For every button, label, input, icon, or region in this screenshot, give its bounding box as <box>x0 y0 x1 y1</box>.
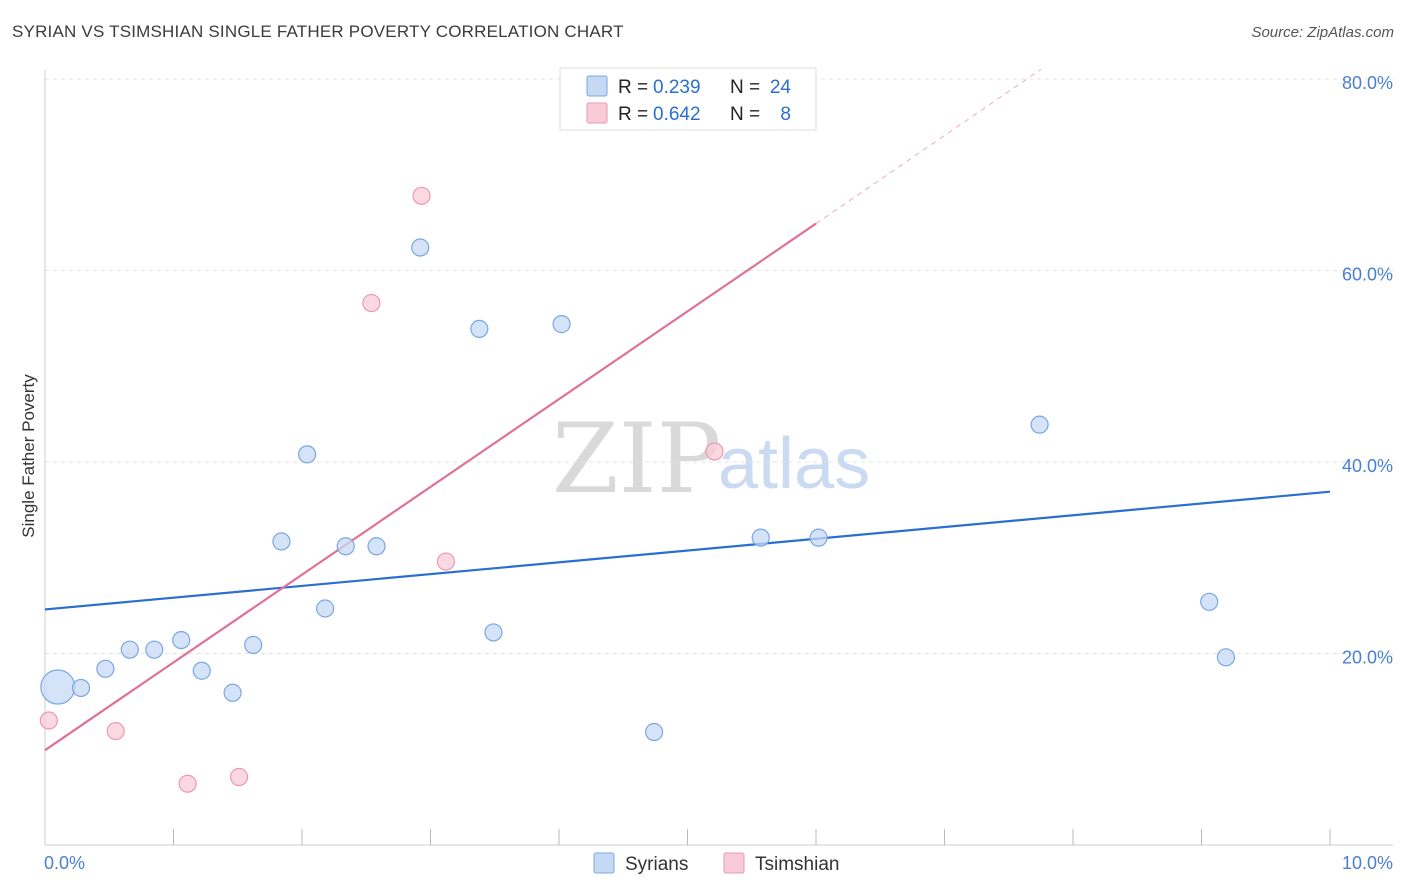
tsimshian-r-label: R = <box>618 104 648 125</box>
syrians-point-1 <box>71 678 91 698</box>
tsimshian-point-0 <box>39 711 58 730</box>
tsimshian-series-swatch <box>723 852 745 874</box>
syrians-point-4 <box>145 640 164 659</box>
syrians-r-label: R = <box>618 77 648 98</box>
syrians-point-18 <box>644 722 664 742</box>
syrians-r-value: 0.239 <box>653 77 701 98</box>
syrians-point-21 <box>1030 415 1049 434</box>
syrians-point-20 <box>809 528 828 547</box>
syrians-point-5 <box>172 630 191 650</box>
syrians-point-6 <box>192 661 211 680</box>
syrians-point-13 <box>367 537 386 556</box>
data-points <box>39 186 1236 793</box>
tsimshian-point-5 <box>412 186 431 205</box>
tsimshian-trend-extension <box>815 69 1042 224</box>
y-axis-title: Single Father Poverty <box>19 374 38 538</box>
syrians-point-9 <box>272 532 291 551</box>
syrians-point-0 <box>40 669 76 705</box>
syrians-point-2 <box>96 659 115 678</box>
syrians-point-19 <box>751 528 770 547</box>
y-tick-label-20: 20.0% <box>1342 648 1393 668</box>
syrians-n-label: N = <box>730 77 760 98</box>
tsimshian-point-1 <box>106 721 125 741</box>
syrians-point-3 <box>120 640 139 659</box>
tsimshian-point-7 <box>705 442 724 461</box>
chart-title: SYRIAN VS TSIMSHIAN SINGLE FATHER POVERT… <box>12 22 624 41</box>
syrians-point-17 <box>552 315 571 334</box>
syrians-trend-line <box>44 490 1331 611</box>
watermark-atlas: atlas <box>718 424 870 504</box>
syrians-point-12 <box>336 537 355 556</box>
series-legend: Syrians Tsimshian <box>593 852 839 875</box>
tsimshian-legend-swatch <box>586 102 608 124</box>
y-tick-label-40: 40.0% <box>1342 456 1393 476</box>
syrians-point-15 <box>470 319 489 339</box>
x-tick-label-min: 0.0% <box>44 853 85 873</box>
syrians-point-10 <box>298 445 317 464</box>
syrians-point-22 <box>1200 592 1219 611</box>
tsimshian-series-label: Tsimshian <box>755 854 839 875</box>
grid-layer <box>45 78 1393 654</box>
x-tick-marks <box>173 829 1331 845</box>
y-tick-labels: 20.0% 40.0% 60.0% 80.0% <box>1342 73 1393 668</box>
syrians-point-7 <box>223 683 242 702</box>
syrians-series-swatch <box>593 852 615 874</box>
tsimshian-point-2 <box>178 774 197 793</box>
stats-legend: R = 0.239 N = 24 R = 0.642 N = 8 <box>559 67 817 131</box>
syrians-legend-swatch <box>586 75 608 97</box>
tsimshian-trend-line <box>44 222 817 752</box>
tsimshian-n-value: 8 <box>780 104 791 125</box>
tsimshian-r-value: 0.642 <box>653 104 701 125</box>
syrians-n-value: 24 <box>770 77 792 98</box>
tsimshian-point-6 <box>436 552 456 571</box>
syrians-point-14 <box>411 238 430 257</box>
tsimshian-n-label: N = <box>730 104 760 125</box>
tsimshian-point-4 <box>362 293 381 313</box>
syrians-point-23 <box>1216 648 1236 667</box>
watermark-zip: ZIP <box>552 403 721 515</box>
x-tick-label-max: 10.0% <box>1342 853 1393 873</box>
syrians-series-label: Syrians <box>625 854 688 875</box>
syrians-point-16 <box>484 623 503 642</box>
chart-source: Source: ZipAtlas.com <box>1251 24 1394 41</box>
y-tick-label-80: 80.0% <box>1342 73 1393 93</box>
y-tick-label-60: 60.0% <box>1342 265 1393 285</box>
syrians-point-8 <box>244 635 263 654</box>
syrians-point-11 <box>316 599 335 618</box>
tsimshian-point-3 <box>229 767 249 787</box>
trend-lines <box>44 69 1331 752</box>
